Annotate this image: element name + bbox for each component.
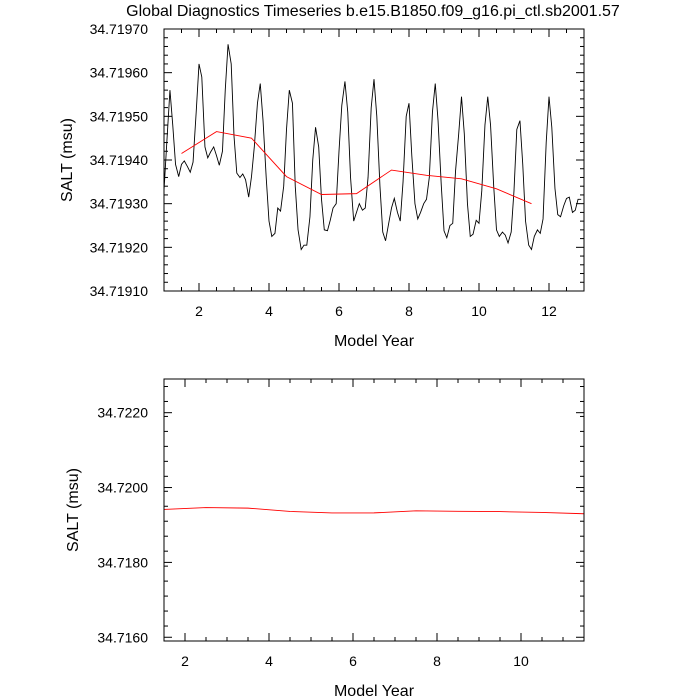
y-tick-label: 34.71950	[90, 108, 149, 124]
y-tick-label: 34.7200	[97, 480, 148, 496]
y-tick-label: 34.71910	[90, 283, 149, 299]
chart-bottom-series	[163, 507, 585, 515]
chart-top-xlabel: Model Year	[334, 333, 415, 350]
y-tick-label: 34.71960	[90, 65, 149, 81]
x-tick-label: 4	[265, 653, 273, 669]
chart-top-frame	[163, 28, 585, 292]
chart-bottom-frame	[163, 378, 585, 642]
series-line-annual-mean	[181, 131, 532, 205]
x-tick-label: 8	[405, 303, 413, 319]
chart-bottom-xlabel: Model Year	[334, 683, 415, 700]
y-tick-label: 34.7160	[97, 629, 148, 645]
chart-bottom-tick-labels: 2 4 6 8 10 34.7160 34.7180 34.7200 34.7220	[97, 405, 529, 669]
chart-bottom: 2 4 6 8 10 34.7160 34.7180 34.7200 34.7220 Model…	[65, 378, 585, 700]
chart-top-series	[163, 44, 582, 251]
x-tick-label: 10	[513, 653, 529, 669]
chart-bottom-grid-ticks	[163, 379, 585, 642]
chart-top-ylabel: SALT (msu)	[59, 118, 76, 202]
y-tick-label: 34.71970	[90, 21, 149, 37]
series-line-monthly	[163, 44, 582, 251]
y-tick-label: 34.71920	[90, 239, 149, 255]
y-tick-label: 34.71930	[90, 196, 149, 212]
x-tick-label: 2	[181, 653, 189, 669]
series-line-annual-mean	[163, 507, 585, 515]
x-tick-label: 8	[433, 653, 441, 669]
y-tick-label: 34.7220	[97, 405, 148, 421]
x-tick-label: 10	[471, 303, 487, 319]
x-tick-label: 12	[541, 303, 557, 319]
y-tick-label: 34.71940	[90, 152, 149, 168]
chart-top: 2 4 6 8 10 12 34.71910 34.71920 34.71930 34.71940…	[59, 21, 585, 350]
figure-title: Global Diagnostics Timeseries b.e15.B185…	[126, 3, 620, 20]
x-tick-label: 2	[195, 303, 203, 319]
x-tick-label: 6	[349, 653, 357, 669]
y-tick-label: 34.7180	[97, 554, 148, 570]
x-tick-label: 6	[335, 303, 343, 319]
chart-bottom-ylabel: SALT (msu)	[65, 468, 82, 552]
chart-top-tick-labels: 2 4 6 8 10 12 34.71910 34.71920 34.71930 34.71940…	[90, 21, 557, 319]
x-tick-label: 4	[265, 303, 273, 319]
